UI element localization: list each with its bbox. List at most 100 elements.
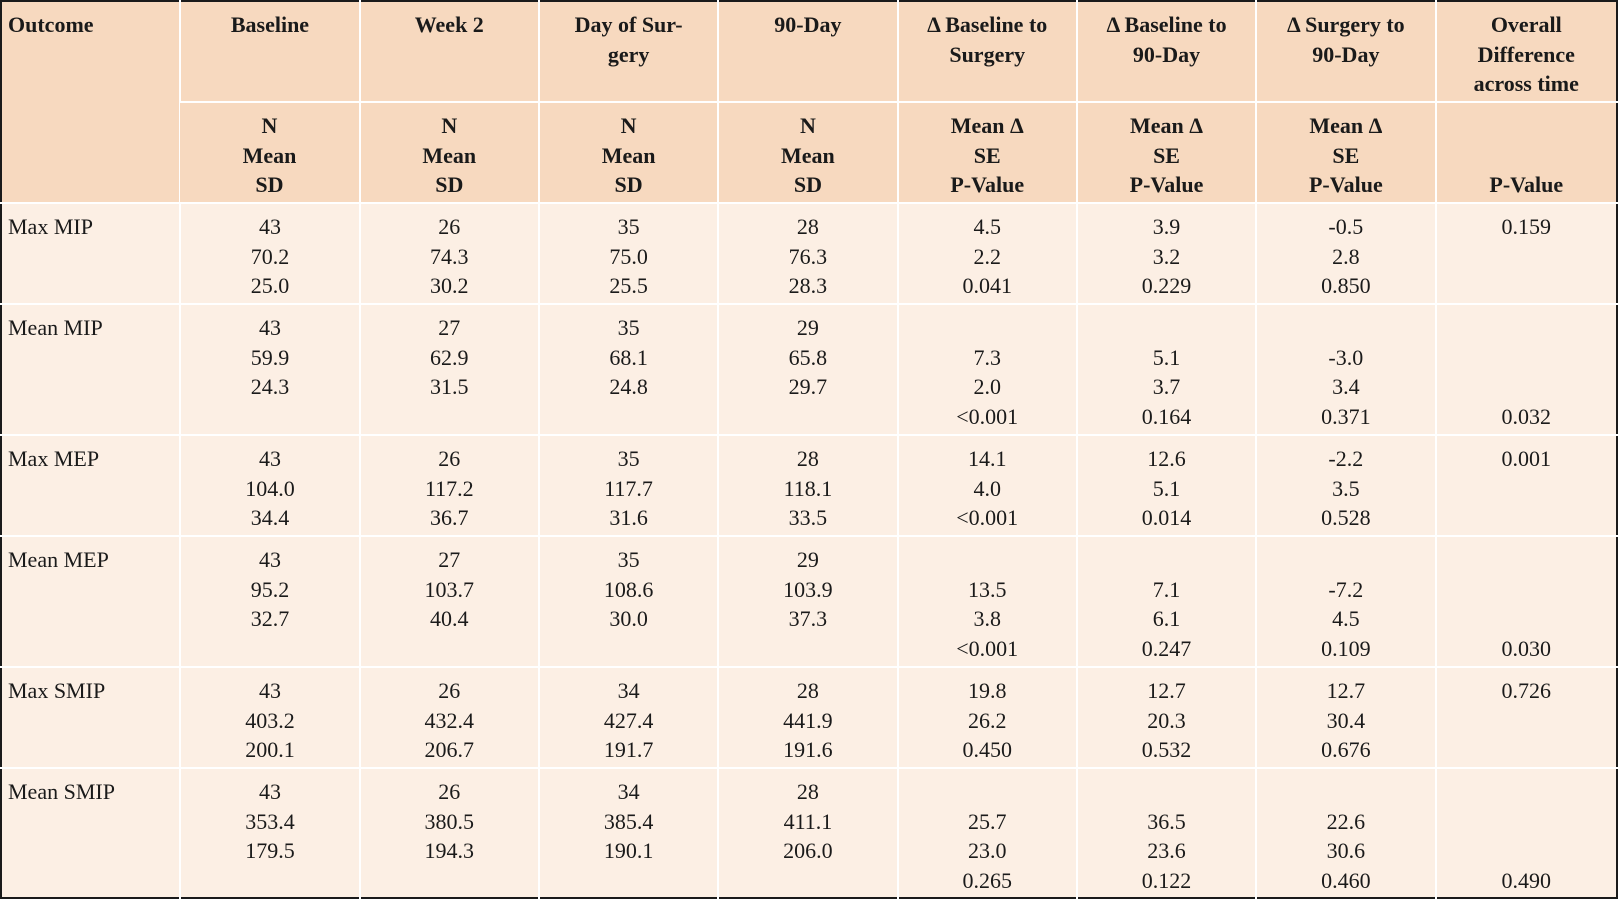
value-cell: 43 95.2 32.7 <box>179 535 360 667</box>
value-text: 0.490 <box>1501 867 1552 893</box>
value-text: 353.4 <box>245 808 295 834</box>
value-text: 40.4 <box>430 606 469 631</box>
value-text: 43 <box>258 779 281 804</box>
value-text: 26.2 <box>967 707 1007 733</box>
value-text: 0.229 <box>1141 273 1192 298</box>
value-cell: 0.001 <box>1434 434 1617 536</box>
value-text: 25.7 <box>967 808 1007 834</box>
value-text: 31.6 <box>609 505 648 530</box>
value-text: 12.6 <box>1147 446 1186 471</box>
value-text: 43 <box>258 547 281 572</box>
value-text: 35 <box>617 315 640 340</box>
value-text <box>187 402 352 432</box>
value-cell: 7.1 6.1 0.247 <box>1075 535 1257 667</box>
value-text <box>1263 777 1428 807</box>
value-text: 191.7 <box>603 737 654 762</box>
value-text <box>1443 372 1611 402</box>
subheader-text: SD <box>793 172 822 197</box>
value-text: 0.726 <box>1501 678 1552 703</box>
table-header: Outcome Baseline Week 2 Day of Sur-gery 90-D… <box>1 1 1617 203</box>
value-cell: 43 104.0 34.4 <box>179 434 360 536</box>
value-text: 30.6 <box>1326 838 1366 863</box>
header-text: Week 2 <box>414 12 484 37</box>
header-row-top: Outcome Baseline Week 2 Day of Sur-gery 90-D… <box>1 1 1617 203</box>
value-cell: 28 118.1 33.5 <box>717 434 898 536</box>
value-text: 30.4 <box>1326 707 1366 733</box>
header-text: 90-Day <box>1312 41 1380 67</box>
value-text <box>367 402 532 432</box>
value-text: 179.5 <box>245 838 295 863</box>
value-cell: 12.7 30.4 0.676 <box>1255 666 1436 768</box>
value-text <box>1443 807 1611 837</box>
subheader-text: SD <box>614 172 643 197</box>
subheader-text: SE <box>1332 142 1360 168</box>
value-text <box>1443 575 1611 605</box>
value-cell: -2.2 3.5 0.528 <box>1255 434 1436 536</box>
value-text: 74.3 <box>430 243 469 269</box>
value-text: 30.0 <box>609 606 648 631</box>
value-text <box>1443 271 1611 301</box>
value-text <box>1443 242 1611 272</box>
value-text: 14.1 <box>967 446 1007 471</box>
value-cell: 43 403.2 200.1 <box>179 666 360 768</box>
value-text: 5.1 <box>1152 475 1181 501</box>
value-cell: 35 108.6 30.0 <box>537 535 719 667</box>
value-text: -3.0 <box>1328 344 1364 370</box>
value-cell: 28 76.3 28.3 <box>717 202 898 304</box>
value-text: 27 <box>438 547 461 572</box>
value-text: 26 <box>438 779 461 804</box>
subheader-text <box>1443 141 1611 171</box>
value-text: 427.4 <box>603 707 654 733</box>
value-text: 411.1 <box>783 808 833 834</box>
value-cell: 26 380.5 194.3 <box>358 767 539 898</box>
value-text: 35 <box>617 547 640 572</box>
header-col-6: Δ Baseline to 90-Day <box>1075 1 1257 102</box>
header-col-5: Δ Baseline to Surgery <box>896 1 1077 102</box>
value-text: 62.9 <box>430 344 469 370</box>
value-text: 32.7 <box>250 606 290 631</box>
header-col-4: 90-Day <box>717 1 898 102</box>
header-outcome: Outcome <box>1 1 181 203</box>
value-text: 0.676 <box>1321 737 1371 762</box>
value-text: 70.2 <box>250 243 290 269</box>
value-cell: -0.5 2.8 0.850 <box>1255 202 1436 304</box>
value-cell: 7.3 2.0 <0.001 <box>896 303 1077 435</box>
value-cell: 36.5 23.6 0.122 <box>1075 767 1257 898</box>
value-text: 0.032 <box>1501 403 1552 429</box>
value-text: 0.030 <box>1501 635 1552 661</box>
value-cell: 43 59.9 24.3 <box>179 303 360 435</box>
value-text: <0.001 <box>956 505 1019 530</box>
value-text: 19.8 <box>967 678 1007 703</box>
value-text: 6.1 <box>1152 606 1181 631</box>
table-row: Mean MEP 43 95.2 32.7 27 103.7 40.4 35 108.6 30.0… <box>1 535 1617 667</box>
value-text <box>725 402 890 432</box>
value-text <box>1263 545 1428 575</box>
subheader-text: P-Value <box>1129 172 1204 197</box>
value-text: 12.7 <box>1147 678 1186 703</box>
value-text: 117.7 <box>604 475 653 501</box>
value-text <box>187 634 352 664</box>
subheader-text: Mean Δ <box>1309 113 1383 138</box>
header-text: Δ Baseline to <box>1106 12 1227 37</box>
value-text: 3.7 <box>1152 374 1181 399</box>
subheader-col-1: N Mean SD <box>180 101 360 203</box>
value-cell: 22.6 30.6 0.460 <box>1255 767 1436 898</box>
value-cell: 3.9 3.2 0.229 <box>1075 202 1257 304</box>
value-text: 191.6 <box>783 737 833 762</box>
value-text <box>1443 343 1611 373</box>
value-text <box>1443 313 1611 343</box>
value-text <box>905 313 1070 343</box>
header-text: Baseline <box>230 12 310 37</box>
value-cell: 0.159 <box>1434 202 1617 304</box>
value-text: 35 <box>617 214 640 239</box>
value-text: 108.6 <box>603 576 654 602</box>
subheader-col-6: Mean Δ SE P-Value <box>1075 101 1257 203</box>
value-cell: 26 117.2 36.7 <box>358 434 539 536</box>
value-text: 37.3 <box>788 606 828 631</box>
value-text: 23.0 <box>967 838 1007 863</box>
header-text: Overall <box>1490 12 1562 37</box>
value-text: 35 <box>617 446 640 471</box>
value-text: 385.4 <box>603 808 654 834</box>
value-cell: 26 432.4 206.7 <box>358 666 539 768</box>
